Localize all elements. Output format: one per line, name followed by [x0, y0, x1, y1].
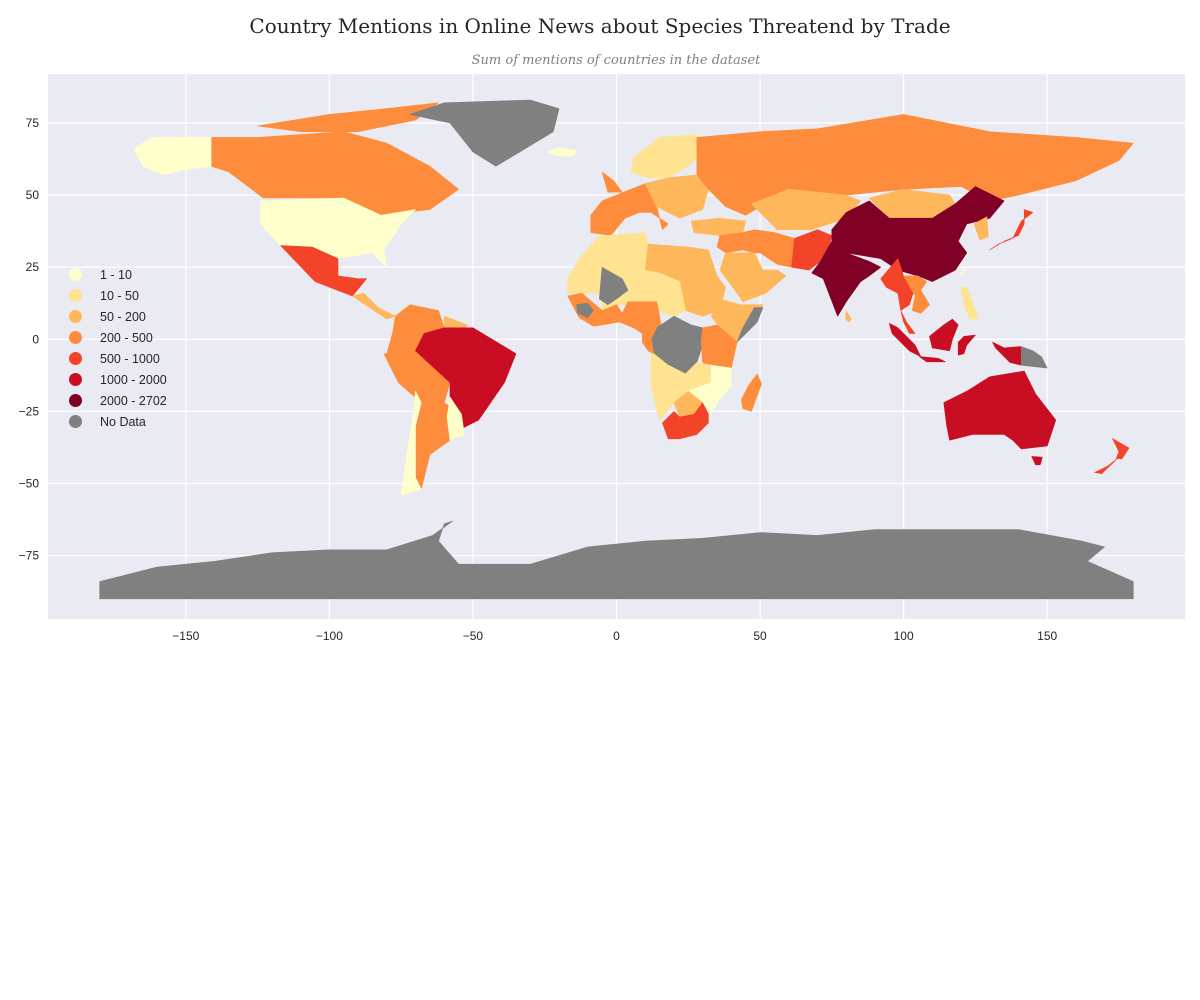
legend-label: 1 - 10 [100, 267, 132, 282]
x-tick-label: 150 [1037, 629, 1057, 643]
region-uruguay-paraguay [446, 396, 465, 441]
region-somalia-no-data [736, 307, 764, 343]
region-south-africa [662, 402, 709, 440]
legend-label: No Data [100, 414, 146, 429]
legend: 1 - 10 10 - 50 50 - 200 200 - 500 500 - 1000… [64, 264, 167, 432]
y-tick-label: 0 [32, 332, 39, 346]
region-philippines [960, 287, 979, 320]
region-java [919, 356, 946, 363]
region-new-zealand [1094, 438, 1130, 475]
legend-label: 500 - 1000 [100, 351, 160, 366]
legend-swatch [69, 331, 82, 344]
region-australia [943, 370, 1057, 450]
legend-swatch [69, 289, 82, 302]
legend-item: 50 - 200 [64, 306, 167, 327]
legend-swatch [69, 268, 82, 281]
legend-label: 1000 - 2000 [100, 372, 167, 387]
legend-item: 10 - 50 [64, 285, 167, 306]
region-antarctica [99, 520, 1134, 600]
region-greenland [409, 99, 560, 167]
legend-label: 10 - 50 [100, 288, 139, 303]
y-tick-label: −50 [19, 476, 40, 490]
region-mozambique-zimbabwe [687, 364, 732, 415]
legend-item: 200 - 500 [64, 327, 167, 348]
map-subtitle: Sum of mentions of countries in the data… [471, 53, 761, 68]
x-tick-label: 50 [753, 629, 767, 643]
region-myanmar-thailand [880, 258, 916, 311]
legend-swatch [69, 373, 82, 386]
region-mali-niger-no-data [598, 266, 629, 306]
y-tick-label: 75 [26, 116, 40, 130]
x-tick-label: −50 [463, 629, 484, 643]
region-mexico [280, 245, 368, 297]
legend-swatch [69, 415, 82, 428]
y-axis-ticks: 75 50 25 0 −25 −50 −75 [19, 116, 40, 563]
x-tick-label: 0 [613, 629, 620, 643]
region-india [811, 240, 882, 317]
y-tick-label: 50 [26, 188, 40, 202]
legend-item: 1000 - 2000 [64, 369, 167, 390]
y-tick-label: 25 [26, 260, 40, 274]
region-taiwan [960, 266, 967, 277]
region-guinea-region-no-data [575, 302, 594, 319]
region-madagascar [741, 373, 762, 412]
y-tick-label: −75 [19, 549, 40, 563]
region-brazil [415, 327, 517, 430]
region-laos-vietnam-cambodia [903, 275, 930, 314]
region-arabian-peninsula [719, 252, 787, 303]
region-eastern-europe [644, 174, 709, 219]
legend-swatch [69, 394, 82, 407]
region-russia [696, 114, 1134, 216]
region-sulawesi [957, 334, 976, 356]
region-tasmania [1031, 456, 1043, 466]
region-chile [400, 390, 422, 496]
region-alaska [133, 137, 212, 176]
legend-item: 2000 - 2702 [64, 390, 167, 411]
legend-swatch [69, 352, 82, 365]
legend-item: 500 - 1000 [64, 348, 167, 369]
map-title: Country Mentions in Online News about Sp… [249, 14, 951, 38]
legend-label: 200 - 500 [100, 330, 153, 345]
region-sri-lanka [845, 310, 852, 323]
region-china [831, 186, 1005, 282]
region-japan [989, 209, 1034, 251]
region-malay-peninsula [900, 310, 916, 334]
x-tick-label: −150 [172, 629, 199, 643]
legend-label: 2000 - 2702 [100, 393, 167, 408]
country-regions [99, 99, 1134, 600]
legend-label: 50 - 200 [100, 309, 146, 324]
legend-item: No Data [64, 411, 167, 432]
legend-swatch [69, 310, 82, 323]
y-tick-label: −25 [19, 404, 40, 418]
region-papua-new-guinea [1020, 346, 1048, 369]
region-korea [973, 216, 989, 241]
region-iceland [547, 147, 577, 157]
x-axis-ticks: −150 −100 −50 0 50 100 150 [172, 629, 1057, 643]
legend-item: 1 - 10 [64, 264, 167, 285]
region-borneo [929, 318, 959, 352]
x-tick-label: −100 [316, 629, 343, 643]
x-tick-label: 100 [894, 629, 914, 643]
region-british-isles [601, 171, 623, 193]
region-turkey-caucasus [690, 217, 747, 236]
